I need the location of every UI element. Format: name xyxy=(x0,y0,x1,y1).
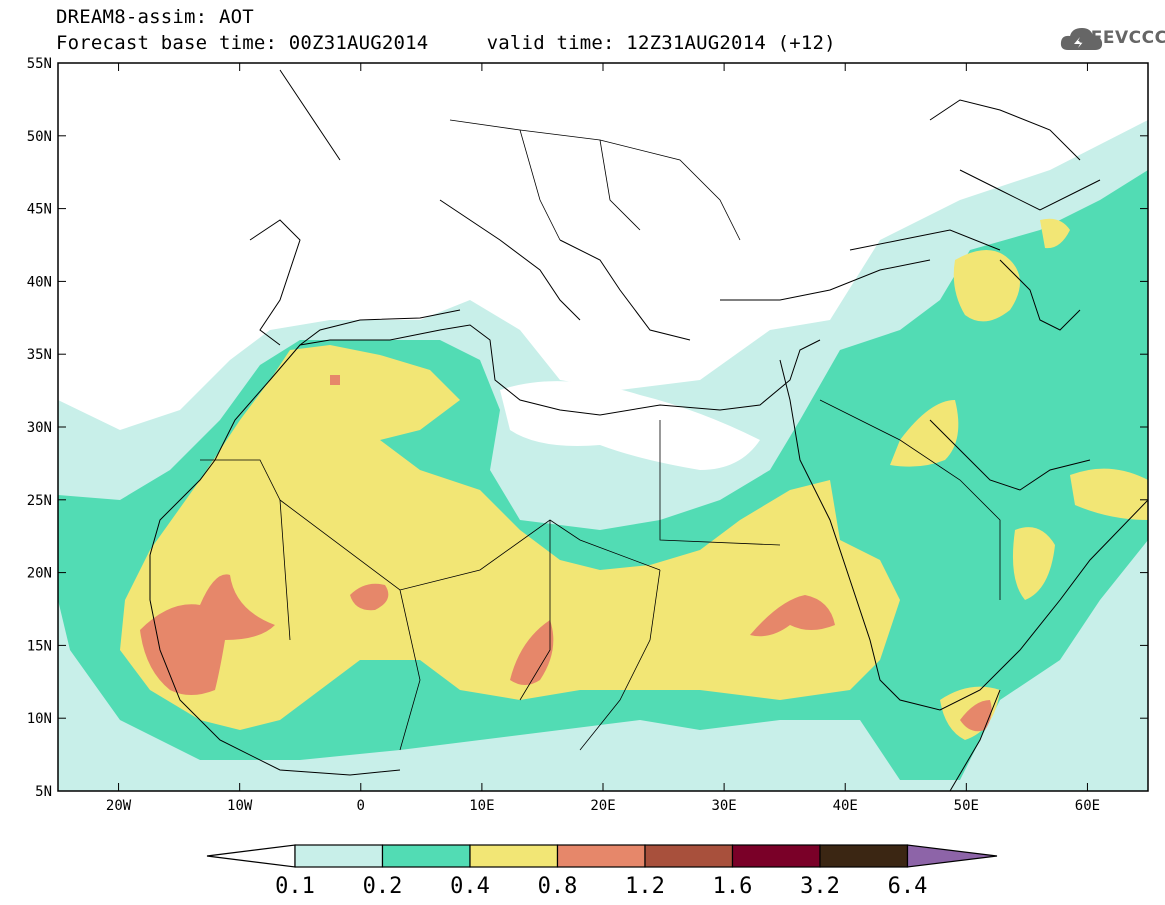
longitude-ticks: 20W 10W 0 10E 20E 30E 40E 50E 60E xyxy=(106,63,1100,814)
lon-tick-label: 0 xyxy=(357,798,365,814)
lon-tick-label: 40E xyxy=(833,798,858,814)
aot-band-0.8 xyxy=(140,574,275,695)
lon-tick-label: 10E xyxy=(469,798,494,814)
colorbar-under-arrow xyxy=(206,844,296,868)
lon-tick-label: 60E xyxy=(1075,798,1100,814)
colorbar-swatch xyxy=(556,844,646,868)
lat-tick-label: 25N xyxy=(27,493,52,509)
lat-tick-label: 35N xyxy=(27,347,52,363)
aot-band-0.4 xyxy=(120,345,900,730)
colorbar-swatch xyxy=(294,844,384,868)
lon-tick-label: 30E xyxy=(711,798,736,814)
coastlines xyxy=(149,69,1148,791)
colorbar-swatch xyxy=(731,844,821,868)
aot-colorbar: 0.1 0.2 0.4 0.8 1.2 1.6 3.2 6.4 xyxy=(206,844,998,899)
colorbar-swatch xyxy=(469,844,559,868)
colorbar-swatch xyxy=(644,844,734,868)
latitude-ticks: 5N 10N 15N 20N 25N 30N 35N 40N 45N 50N 55N xyxy=(27,56,1148,800)
lat-tick-label: 20N xyxy=(27,566,52,582)
lat-tick-label: 45N xyxy=(27,202,52,218)
colorbar-over-arrow xyxy=(906,844,998,868)
lon-tick-label: 10W xyxy=(227,798,253,814)
map-title: DREAM8-assim: AOT xyxy=(56,6,254,28)
colorbar-swatch xyxy=(819,844,909,868)
lon-tick-label: 20E xyxy=(590,798,615,814)
colorbar-label: 1.2 xyxy=(625,874,665,899)
aot-field xyxy=(58,63,1148,791)
colorbar-label: 1.6 xyxy=(713,874,753,899)
country-borders xyxy=(200,119,1001,751)
lat-tick-label: 55N xyxy=(27,56,52,72)
colorbar-swatch xyxy=(381,844,471,868)
lat-tick-label: 50N xyxy=(27,129,52,145)
forecast-time-label: Forecast base time: 00Z31AUG2014 valid t… xyxy=(56,32,836,54)
lat-tick-label: 10N xyxy=(27,711,52,727)
lat-tick-label: 40N xyxy=(27,274,52,290)
lat-tick-label: 30N xyxy=(27,420,52,436)
seevccc-logo: SEEVCCC xyxy=(1078,28,1165,48)
colorbar-label: 0.8 xyxy=(538,874,578,899)
lat-tick-label: 5N xyxy=(35,784,52,800)
colorbar-label: 6.4 xyxy=(888,874,928,899)
colorbar-label: 0.2 xyxy=(363,874,403,899)
lon-tick-label: 50E xyxy=(954,798,979,814)
lat-tick-label: 15N xyxy=(27,638,52,654)
colorbar-label: 0.1 xyxy=(275,874,315,899)
colorbar-label: 3.2 xyxy=(800,874,840,899)
colorbar-label: 0.4 xyxy=(450,874,490,899)
lon-tick-label: 20W xyxy=(106,798,132,814)
cloud-icon xyxy=(1060,28,1103,50)
